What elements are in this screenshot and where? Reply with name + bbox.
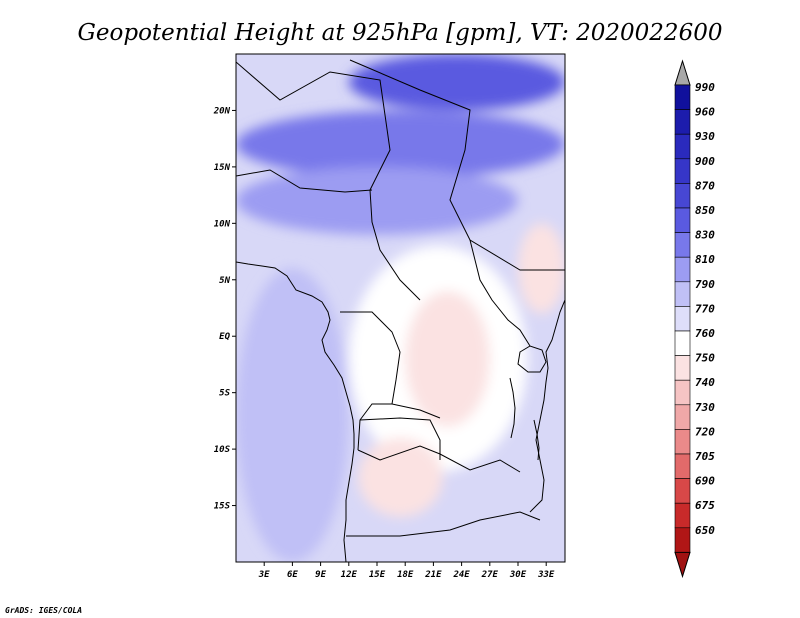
x-tick-label: 33E	[537, 570, 555, 580]
lake-victoria	[517, 345, 547, 373]
colorbar-swatch	[674, 133, 691, 160]
colorbar-level-label: 850	[695, 204, 715, 217]
colorbar-swatch	[674, 207, 691, 233]
colorbar-level-label: 740	[695, 376, 715, 389]
x-tick-label: 12E	[341, 570, 358, 580]
colorbar-level-label: 675	[695, 499, 715, 512]
y-tick-label: 5S	[219, 389, 230, 399]
y-tick-label: 5N	[219, 276, 230, 286]
x-tick-label: 21E	[424, 570, 442, 580]
border-central-2	[357, 403, 392, 451]
colorbar-swatch	[674, 330, 691, 356]
colorbar-level-label: 930	[695, 130, 715, 143]
colorbar-swatch	[674, 281, 691, 307]
region-northern-blue	[236, 110, 565, 179]
grads-credit: GrADS: IGES/COLA	[5, 606, 82, 615]
colorbar-level-label: 770	[695, 302, 715, 315]
colorbar-level-label: 650	[695, 524, 715, 537]
border-north-1	[236, 61, 421, 301]
colorbar-swatch	[674, 158, 691, 184]
colorbar-level-label: 690	[695, 475, 715, 488]
map-frame	[235, 53, 566, 563]
border-north-2	[349, 59, 565, 271]
region-congo-pink	[405, 291, 490, 427]
colorbar-swatch	[674, 502, 691, 529]
border-central-1	[340, 311, 441, 419]
colorbar-swatch	[674, 355, 691, 381]
colorbar-swatch	[674, 429, 691, 455]
lake-tanganyika	[509, 377, 516, 439]
x-tick-label: 9E	[315, 570, 326, 580]
colorbar-level-label: 900	[695, 155, 715, 168]
colorbar-swatch	[674, 183, 691, 209]
colorbar-extend-top	[674, 59, 691, 86]
colorbar-swatch	[674, 404, 691, 430]
colorbar-level-label: 760	[695, 327, 715, 340]
colorbar-level-label: 705	[695, 450, 715, 463]
colorbar-swatch	[674, 453, 691, 479]
y-tick-label: 20N	[213, 106, 231, 116]
border-east	[469, 239, 531, 347]
x-tick-label: 15E	[369, 570, 386, 580]
y-tick-label: EQ	[219, 332, 230, 342]
colorbar-swatch	[674, 84, 691, 110]
colorbar-legend: 990 960 930 900 870 850 830 810 790 770 760 750 740 7…	[674, 59, 715, 579]
west-africa-coastline	[236, 261, 355, 562]
colorbar-swatch	[674, 478, 691, 504]
colorbar-swatch	[674, 306, 691, 332]
colorbar-level-label: 960	[695, 106, 715, 119]
x-tick-label: 30E	[509, 570, 527, 580]
colorbar-level-label: 830	[695, 229, 715, 242]
colorbar-level-label: 750	[695, 352, 715, 365]
height-field	[236, 54, 565, 562]
colorbar-swatch	[674, 379, 691, 406]
east-africa-coastline	[529, 299, 565, 513]
x-tick-label: 3E	[258, 570, 270, 580]
y-tick-label: 15N	[214, 163, 231, 173]
coastlines-and-borders	[236, 59, 565, 562]
colorbar-swatch	[674, 232, 691, 258]
region-atlantic-pale-blue	[236, 268, 349, 562]
region-northern-deep-blue	[348, 54, 565, 111]
x-axis-ticks: 3E 6E 9E 12E 15E 18E 21E 24E 27E 30E 33E	[258, 562, 555, 580]
region-east-pink	[518, 223, 565, 314]
colorbar-swatch	[674, 109, 691, 135]
y-tick-label: 15S	[214, 502, 231, 512]
colorbar-level-label: 720	[695, 425, 715, 438]
colorbar-level-label: 730	[695, 401, 715, 414]
x-tick-label: 24E	[452, 570, 470, 580]
y-tick-label: 10N	[214, 219, 231, 229]
y-tick-label: 10S	[214, 445, 231, 455]
x-tick-label: 27E	[481, 570, 499, 580]
x-tick-label: 18E	[397, 570, 414, 580]
lake-malawi	[533, 419, 540, 461]
border-angola	[359, 417, 441, 460]
map-plot-area: 3E 6E 9E 12E 15E 18E 21E 24E 27E 30E 33E 20N 15N 10N…	[213, 53, 566, 580]
colorbar-swatch	[674, 527, 691, 553]
colorbar-level-label: 870	[695, 179, 715, 192]
colorbar-level-label: 990	[695, 81, 715, 94]
border-sahel	[236, 169, 373, 193]
region-sahel-light-blue	[236, 166, 518, 235]
y-axis-ticks: 20N 15N 10N 5N EQ 5S 10S 15S	[213, 106, 236, 512]
chart-title: Geopotential Height at 925hPa [gpm], VT:…	[78, 20, 723, 46]
colorbar-swatch	[674, 256, 691, 283]
border-south-2	[346, 511, 541, 537]
region-angola-pink	[358, 437, 443, 517]
colorbar-level-label: 790	[695, 278, 715, 291]
colorbar-extend-bottom	[674, 551, 691, 579]
x-tick-label: 6E	[287, 570, 298, 580]
colorbar-level-label: 810	[695, 253, 715, 266]
